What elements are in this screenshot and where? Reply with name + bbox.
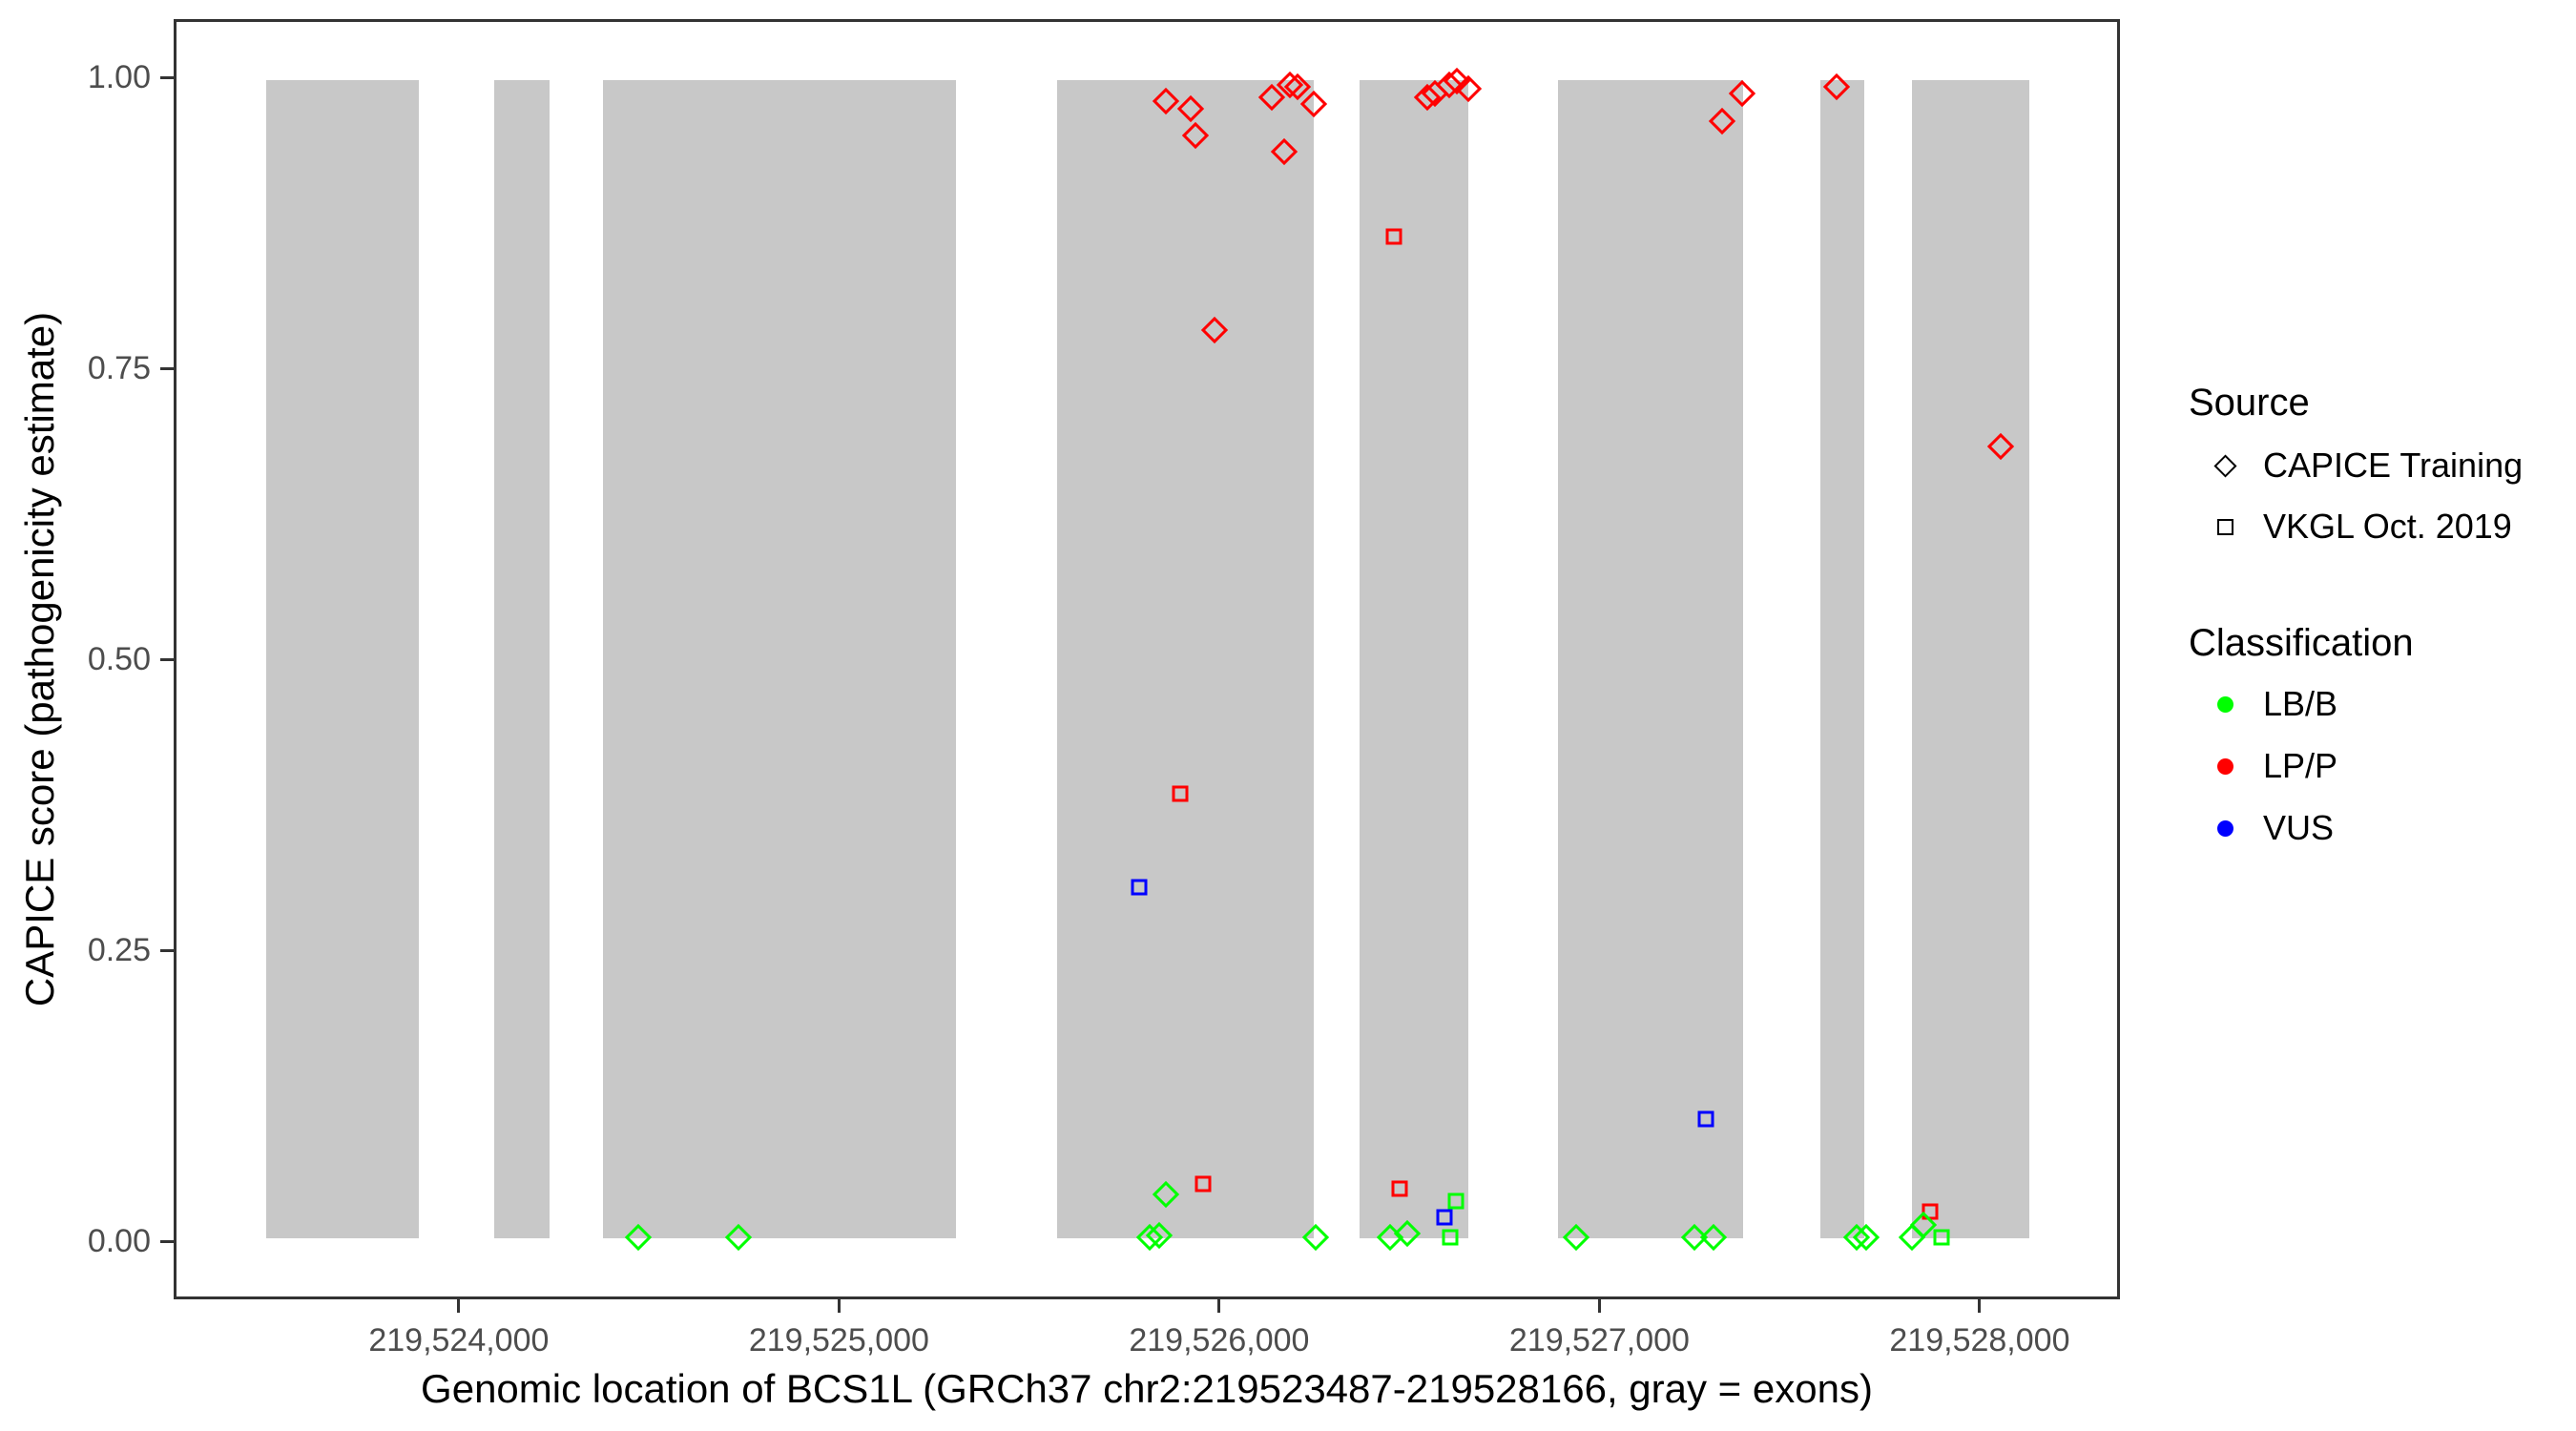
legend-item-capice-training: CAPICE Training (2202, 443, 2523, 488)
x-axis-tick-label: 219,528,000 (1889, 1322, 2070, 1358)
lpp-dot-icon (2202, 743, 2248, 789)
exon-band (1360, 79, 1468, 1239)
exon-band (1819, 79, 1864, 1239)
x-axis-tick (457, 1299, 461, 1313)
x-axis-tick (837, 1299, 841, 1313)
exon-band (1057, 79, 1315, 1239)
x-axis-tick-label: 219,526,000 (1129, 1322, 1310, 1358)
data-point-square-VUS (1436, 1209, 1453, 1226)
vus-dot-icon (2202, 805, 2248, 851)
data-point-square-LP-P (1391, 1180, 1408, 1197)
y-axis-tick (160, 366, 174, 370)
x-axis-tick-label: 219,525,000 (748, 1322, 929, 1358)
y-axis-tick (160, 948, 174, 952)
legend-item-label: VKGL Oct. 2019 (2263, 507, 2512, 546)
y-axis-tick (160, 657, 174, 661)
legend-item-label: LB/B (2263, 684, 2338, 723)
legend-item-vkgl: VKGL Oct. 2019 (2202, 504, 2512, 550)
x-axis-tick (1217, 1299, 1221, 1313)
legend-item-lpp: LP/P (2202, 743, 2337, 789)
y-axis-tick-label: 0.50 (87, 641, 151, 677)
x-axis-tick (1597, 1299, 1601, 1313)
y-axis-tick-label: 1.00 (87, 59, 151, 95)
x-axis-tick-label: 219,524,000 (368, 1322, 550, 1358)
data-point-square-LP-P (1195, 1175, 1212, 1192)
data-point-square-LP-P (1385, 228, 1402, 245)
x-axis-title: Genomic location of BCS1L (GRCh37 chr2:2… (421, 1366, 1873, 1411)
legend-item-label: VUS (2263, 808, 2335, 847)
data-point-square-VUS (1697, 1110, 1714, 1128)
lbb-dot-icon (2202, 681, 2248, 727)
y-axis-tick-label: 0.75 (87, 350, 151, 386)
vkgl-square-icon (2202, 504, 2248, 550)
x-axis-tick (1978, 1299, 1982, 1313)
legend-item-vus: VUS (2202, 805, 2334, 851)
y-axis-tick (160, 1239, 174, 1243)
y-axis-tick-label: 0.25 (87, 932, 151, 968)
legend-title-source: Source (2189, 382, 2310, 424)
legend-title-classification: Classification (2189, 622, 2414, 664)
data-point-square-LP-P (1172, 785, 1189, 802)
data-point-square-VUS (1131, 879, 1148, 896)
exon-band (602, 79, 957, 1239)
exon-band (1557, 79, 1744, 1239)
exon-band (266, 79, 420, 1239)
data-point-square-LP-P (1922, 1203, 1939, 1220)
plot-panel (174, 19, 2120, 1299)
legend-item-label: CAPICE Training (2263, 446, 2524, 485)
y-axis-tick-label: 0.00 (87, 1223, 151, 1259)
capice-training-diamond-icon (2202, 443, 2248, 488)
exon-band (1911, 79, 2030, 1239)
y-axis-tick (160, 75, 174, 79)
data-point-square-LB-B (1447, 1192, 1465, 1210)
legend-item-label: LP/P (2263, 746, 2338, 785)
legend-item-lbb: LB/B (2202, 681, 2337, 727)
data-point-square-LB-B (1442, 1229, 1459, 1246)
exon-band (493, 79, 550, 1239)
data-point-square-LB-B (1933, 1229, 1950, 1246)
x-axis-tick-label: 219,527,000 (1508, 1322, 1690, 1358)
